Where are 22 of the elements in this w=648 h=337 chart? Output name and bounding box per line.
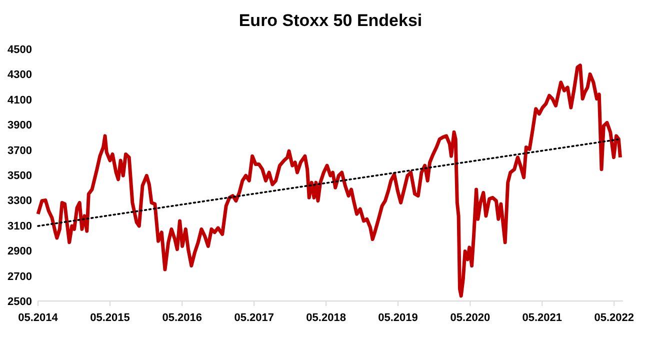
y-tick-label: 2700: [8, 270, 32, 283]
x-tick-label: 05.2016: [162, 312, 202, 324]
x-tick-label: 05.2022: [594, 312, 634, 324]
y-tick-label: 2900: [8, 246, 32, 258]
y-tick-label: 3700: [8, 144, 32, 157]
y-tick-label: 4500: [8, 44, 32, 56]
y-tick-label: 3100: [8, 220, 32, 232]
x-tick-label: 05.2017: [234, 312, 274, 324]
y-tick-label: 4100: [8, 94, 32, 106]
y-tick-label: 2500: [8, 296, 32, 308]
y-tick-label: 3500: [8, 170, 32, 182]
y-tick-label: 3900: [8, 120, 32, 132]
x-tick-label: 05.2015: [90, 312, 130, 324]
chart-title: Euro Stoxx 50 Endeksi: [238, 11, 422, 30]
x-tick-label: 05.2014: [18, 312, 59, 324]
x-tick-label: 05.2020: [450, 312, 490, 324]
y-tick-label: 3300: [8, 195, 32, 208]
x-tick-label: 05.2018: [306, 312, 346, 324]
x-tick-label: 05.2019: [378, 312, 418, 324]
x-tick-label: 05.2021: [522, 312, 562, 324]
y-tick-label: 4300: [8, 69, 32, 82]
line-series: [36, 64, 622, 298]
